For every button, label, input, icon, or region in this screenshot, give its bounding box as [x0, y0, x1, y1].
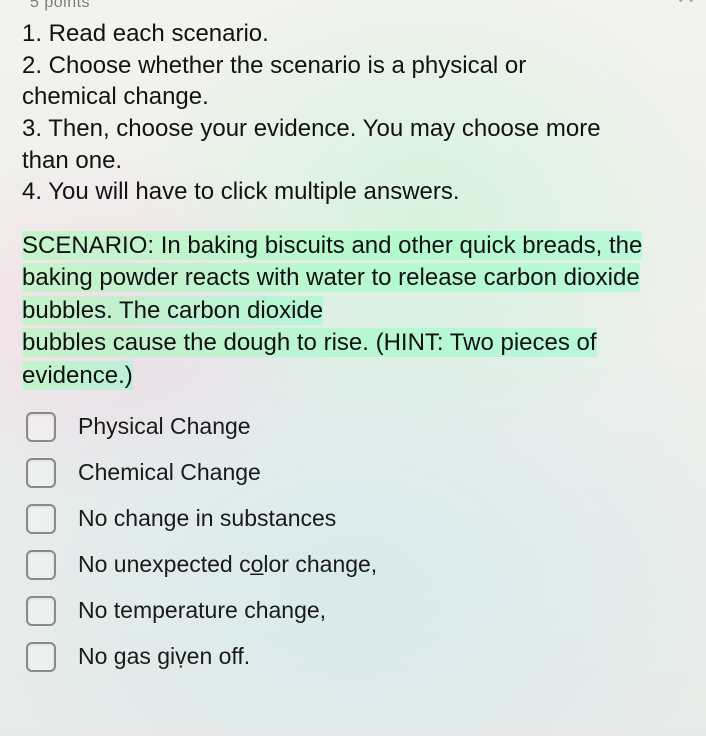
scenario-block: SCENARIO: In baking biscuits and other q…: [22, 230, 688, 392]
option-row[interactable]: No gas giṿen off.: [22, 634, 688, 680]
instruction-line: 4. You will have to click multiple answe…: [22, 176, 688, 208]
checkbox-icon[interactable]: [26, 596, 56, 626]
instruction-line: than one.: [22, 145, 688, 177]
instruction-line: chemical change.: [22, 81, 688, 113]
option-row[interactable]: No change in substances: [22, 496, 688, 542]
scenario-text-highlighted: bubbles cause the dough to rise. (HINT: …: [22, 328, 597, 389]
points-label: 5 points: [30, 0, 688, 12]
option-row[interactable]: Physical Change: [22, 404, 688, 450]
option-label: Physical Change: [78, 413, 251, 440]
instruction-line: 2. Choose whether the scenario is a phys…: [22, 50, 688, 82]
option-label: No temperature change,: [78, 597, 326, 624]
option-row[interactable]: No unexpected co̲lor change,: [22, 542, 688, 588]
option-label: Chemical Change: [78, 459, 261, 486]
checkbox-icon[interactable]: [26, 504, 56, 534]
checkbox-icon[interactable]: [26, 642, 56, 672]
options-list: Physical Change Chemical Change No chang…: [22, 404, 688, 680]
worksheet-page: ✕ 5 points 1. Read each scenario. 2. Cho…: [0, 0, 706, 730]
option-row[interactable]: Chemical Change: [22, 450, 688, 496]
scenario-text-highlighted: SCENARIO: In baking biscuits and other q…: [22, 231, 642, 325]
option-label: No unexpected co̲lor change,: [78, 551, 377, 578]
instructions-block: 1. Read each scenario. 2. Choose whether…: [22, 18, 688, 208]
instruction-line: 3. Then, choose your evidence. You may c…: [22, 113, 688, 145]
option-label: No change in substances: [78, 505, 336, 532]
option-row[interactable]: No temperature change,: [22, 588, 688, 634]
checkbox-icon[interactable]: [26, 550, 56, 580]
checkbox-icon[interactable]: [26, 458, 56, 488]
instruction-line: 1. Read each scenario.: [22, 18, 688, 50]
checkbox-icon[interactable]: [26, 412, 56, 442]
option-label: No gas giṿen off.: [78, 643, 250, 670]
